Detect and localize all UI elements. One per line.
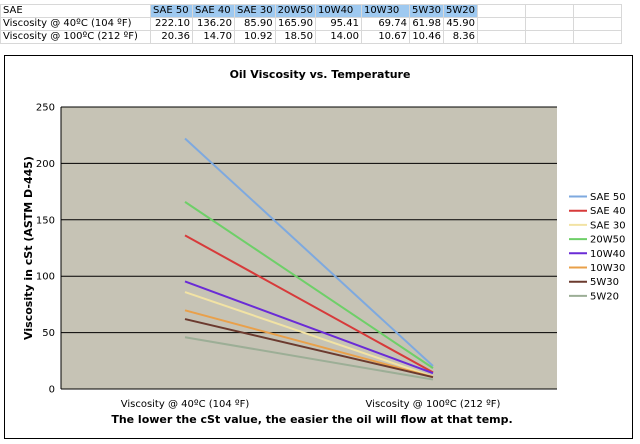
series-line xyxy=(184,336,434,381)
table-header-cell[interactable]: 10W40 xyxy=(314,4,362,18)
legend-label: SAE 40 xyxy=(590,206,626,217)
legend-label: 20W50 xyxy=(590,235,625,246)
empty-cell[interactable] xyxy=(572,30,622,44)
y-tick-label: 100 xyxy=(36,272,55,283)
y-tick-label: 250 xyxy=(36,103,55,114)
gridlines xyxy=(60,106,557,390)
x-tick-label: Viscosity @ 100ºC (212 ºF) xyxy=(366,399,501,410)
table-cell[interactable]: 14.70 xyxy=(192,30,235,44)
plot-area xyxy=(61,107,557,389)
x-axis-label: The lower the cSt value, the easier the … xyxy=(111,413,512,426)
series-line xyxy=(184,318,434,379)
series-line xyxy=(184,309,434,378)
series-line xyxy=(184,234,434,374)
table-cell[interactable]: 18.50 xyxy=(274,30,316,44)
y-axis-ticks: 0 50 100 150 200 250 xyxy=(36,103,55,396)
series-line xyxy=(184,201,434,369)
legend-label: SAE 50 xyxy=(590,192,626,203)
table-row: Viscosity @ 40ºC (104 ºF) 222.10 136.20 … xyxy=(0,17,622,31)
series-line xyxy=(184,137,434,367)
y-tick-label: 50 xyxy=(42,328,55,339)
table-header-cell[interactable]: 5W30 xyxy=(408,4,444,18)
y-tick-label: 150 xyxy=(36,215,55,226)
table-header-cell[interactable]: 20W50 xyxy=(274,4,316,18)
series-line xyxy=(184,291,434,378)
legend-label: 5W30 xyxy=(590,277,619,288)
data-table: SAE SAE 50 SAE 40 SAE 30 20W50 10W40 10W… xyxy=(0,4,622,44)
legend-label: 5W20 xyxy=(590,291,619,302)
table-header-row: SAE SAE 50 SAE 40 SAE 30 20W50 10W40 10W… xyxy=(0,4,622,18)
x-axis-ticks: Viscosity @ 40ºC (104 ºF) Viscosity @ 100… xyxy=(121,399,501,410)
chart-title: Oil Viscosity vs. Temperature xyxy=(230,68,411,81)
legend-label: 10W40 xyxy=(590,249,625,260)
table-header-cell[interactable]: SAE 30 xyxy=(234,4,276,18)
y-tick-label: 0 xyxy=(49,385,55,396)
table-header-cell[interactable]: SAE 40 xyxy=(192,4,235,18)
table-cell[interactable]: 10.92 xyxy=(234,30,276,44)
legend[interactable]: SAE 50 SAE 40 SAE 30 20W50 10W40 10W30 5W30 5W2… xyxy=(569,192,626,302)
y-axis-label: Viscosity in cSt (ASTM D-445) xyxy=(22,156,35,340)
series-line xyxy=(184,280,434,375)
x-tick-label: Viscosity @ 40ºC (104 ºF) xyxy=(121,399,250,410)
y-tick-label: 200 xyxy=(36,159,55,170)
legend-label: 10W30 xyxy=(590,263,625,274)
series-lines xyxy=(184,137,434,381)
table-row: Viscosity @ 100ºC (212 ºF) 20.36 14.70 1… xyxy=(0,30,622,44)
legend-label: SAE 30 xyxy=(590,220,626,231)
